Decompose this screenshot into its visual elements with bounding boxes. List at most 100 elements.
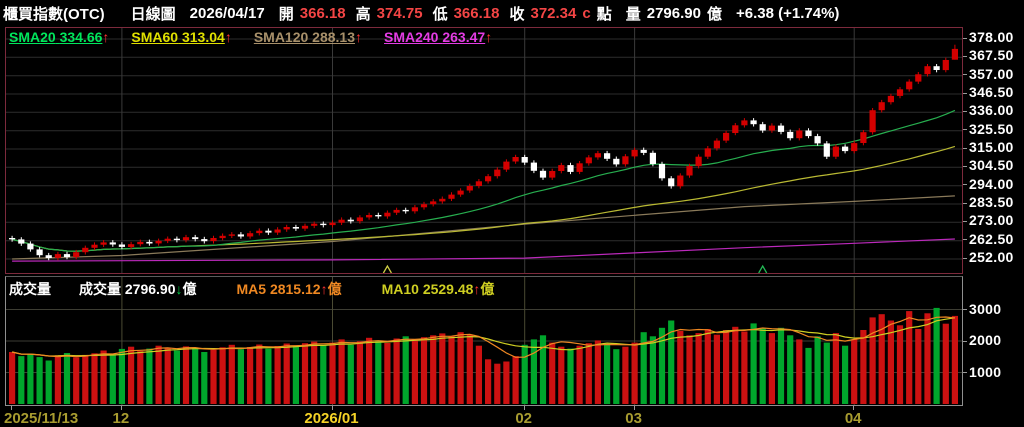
volume-bar (558, 346, 565, 404)
volume-bar (82, 354, 89, 404)
candle (109, 242, 116, 245)
sma120-legend[interactable]: SMA120 288.13↑ (254, 29, 362, 45)
volume-bar (915, 329, 922, 404)
candle (128, 244, 135, 247)
volume-legend: 成交量 成交量 2796.90↓億 MA5 2815.12↑億 MA10 252… (9, 279, 494, 299)
price-axis-label: 252.00 (969, 249, 1014, 265)
candle (9, 238, 16, 240)
volume-bar (860, 330, 867, 404)
candle (466, 186, 473, 191)
candle (567, 165, 574, 172)
volume-bar (384, 342, 391, 404)
volume-bar (842, 345, 849, 404)
candle (402, 209, 409, 212)
volume-bar (594, 340, 601, 404)
volume-bar (109, 354, 116, 404)
candle (631, 149, 638, 157)
volume-chart (6, 277, 962, 405)
candle (768, 125, 775, 131)
price-axis-tick (963, 129, 967, 131)
candle (539, 170, 547, 178)
volume-bar (274, 346, 281, 404)
index-title: 櫃買指數(OTC) (3, 6, 105, 23)
candle (439, 198, 446, 202)
candle (384, 212, 391, 217)
volume-bar (420, 337, 428, 404)
up-arrow-icon: ↑ (473, 281, 481, 297)
volume-bar (192, 347, 199, 404)
price-axis-label: 346.50 (969, 84, 1014, 100)
price-axis-tick (963, 55, 967, 57)
sma60-value: 313.04 (181, 29, 225, 45)
volume-bar (851, 339, 858, 404)
candle (338, 219, 345, 223)
time-axis-label: 04 (844, 410, 862, 427)
price-axis-label: 325.50 (969, 120, 1014, 137)
sma240-label: SMA240 (384, 29, 439, 45)
candle (576, 163, 583, 172)
candle (192, 237, 199, 240)
sma-legend: SMA20 334.66↑ SMA60 313.04↑ SMA120 288.1… (9, 29, 514, 45)
volume-bar (832, 333, 839, 404)
candle (182, 237, 190, 241)
volume-bar (210, 349, 217, 404)
volume-bar (640, 332, 647, 404)
ma5-value: 2815.12 (269, 281, 321, 297)
price-axis-label: 262.50 (969, 230, 1014, 247)
volume-bar (933, 307, 940, 404)
price-axis-tick (963, 74, 967, 76)
volume-bar (338, 339, 345, 404)
volume-bar (878, 314, 885, 404)
open-value: 366.18 (299, 5, 346, 22)
price-axis-tick (963, 147, 967, 149)
date-value: 2026/04/17 (189, 5, 265, 22)
candle (713, 140, 720, 149)
volume-bar (128, 346, 135, 404)
volume-axis-label: 2000 (969, 332, 1002, 348)
price-axis-label: 357.00 (969, 65, 1014, 82)
sma240-value: 263.47 (442, 29, 486, 45)
candle (869, 110, 876, 133)
candle (448, 194, 455, 199)
price-axis-tick (963, 184, 967, 186)
volume-bar (723, 330, 730, 404)
period-selector[interactable]: 日線圖 (130, 6, 176, 23)
volume-ma10-line (11, 317, 955, 357)
sma60-legend[interactable]: SMA60 313.04↑ (131, 29, 231, 45)
volume-bar (924, 313, 931, 404)
volume-bar (173, 350, 180, 404)
volume-ma5-line (11, 316, 955, 358)
ma5-legend[interactable]: MA5 2815.12↑億 (237, 279, 342, 299)
candle (814, 136, 821, 144)
ma10-legend[interactable]: MA10 2529.48↑億 (382, 279, 495, 299)
candle (375, 215, 382, 217)
price-axis-label: 283.50 (969, 194, 1014, 210)
volume-bar (521, 344, 528, 404)
candle (741, 120, 748, 126)
volume-bar (951, 315, 958, 404)
candle (18, 239, 25, 244)
volume-bar (512, 356, 519, 404)
candle (677, 175, 684, 187)
volume-bar (356, 341, 363, 404)
sma20-legend[interactable]: SMA20 334.66↑ (9, 29, 109, 45)
high-label: 高 (355, 6, 371, 23)
candle (832, 146, 839, 157)
candle (860, 132, 867, 143)
price-axis-label: 336.00 (969, 102, 1014, 119)
candle (201, 239, 208, 242)
price-chart-pane[interactable]: SMA20 334.66↑ SMA60 313.04↑ SMA120 288.1… (5, 27, 963, 274)
volume-bar (73, 357, 80, 404)
volume-series-legend[interactable]: 成交量 2796.90↓億 (79, 279, 197, 299)
candle (640, 149, 647, 153)
candle (805, 130, 812, 137)
volume-pane[interactable]: 成交量 成交量 2796.90↓億 MA5 2815.12↑億 MA10 252… (5, 276, 963, 406)
volume-bar (658, 327, 666, 404)
price-axis-tick (963, 239, 967, 241)
price-axis-tick (963, 165, 967, 167)
candle (73, 252, 80, 258)
price-axis-tick (963, 92, 967, 94)
sma240-line (12, 238, 955, 262)
sma240-legend[interactable]: SMA240 263.47↑ (384, 29, 492, 45)
